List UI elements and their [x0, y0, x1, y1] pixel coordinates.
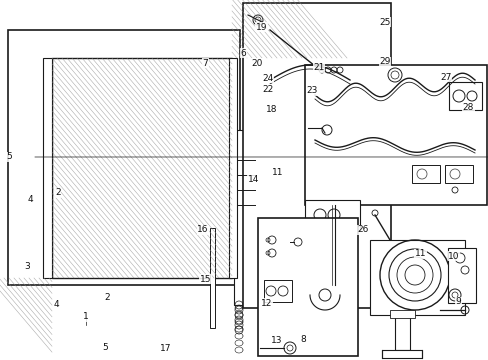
Bar — [389, 310, 414, 318]
Text: 3: 3 — [24, 262, 30, 271]
Text: 28: 28 — [462, 103, 473, 112]
Bar — [354, 68, 386, 98]
Bar — [369, 240, 464, 315]
Text: 17: 17 — [159, 344, 171, 353]
Bar — [228, 58, 237, 278]
Bar — [264, 280, 291, 302]
Text: 9: 9 — [455, 297, 461, 306]
Text: 7: 7 — [202, 59, 208, 68]
Text: 19: 19 — [255, 23, 267, 32]
Text: 11: 11 — [271, 168, 283, 177]
Text: 22: 22 — [262, 85, 273, 94]
Text: 23: 23 — [305, 86, 317, 95]
Text: 25: 25 — [379, 18, 390, 27]
Text: 11: 11 — [414, 249, 426, 258]
Text: 27: 27 — [439, 73, 451, 82]
Bar — [305, 200, 359, 230]
Bar — [444, 165, 472, 183]
Bar — [381, 350, 421, 358]
Text: 20: 20 — [250, 59, 262, 68]
Bar — [209, 228, 215, 328]
Bar — [52, 58, 231, 278]
Text: 2: 2 — [104, 292, 110, 302]
Bar — [258, 218, 357, 356]
Bar — [411, 165, 439, 183]
Bar — [243, 3, 390, 308]
Text: 12: 12 — [260, 299, 272, 307]
Bar — [394, 315, 409, 350]
Bar — [305, 65, 486, 205]
Bar — [447, 248, 475, 303]
Text: 26: 26 — [356, 225, 368, 234]
Text: 5: 5 — [6, 152, 12, 161]
Text: 10: 10 — [447, 252, 459, 261]
Text: 8: 8 — [300, 335, 305, 343]
Text: 16: 16 — [197, 225, 208, 234]
Bar — [448, 82, 481, 110]
Text: 24: 24 — [262, 74, 273, 83]
Text: 4: 4 — [53, 300, 59, 309]
Text: 2: 2 — [55, 188, 61, 197]
Text: 5: 5 — [102, 342, 108, 351]
Text: 1: 1 — [82, 312, 88, 321]
Text: 6: 6 — [240, 49, 246, 58]
Bar — [352, 145, 386, 173]
Text: 15: 15 — [199, 274, 211, 284]
Text: 4: 4 — [27, 195, 33, 204]
Text: 18: 18 — [265, 105, 277, 114]
Bar — [234, 130, 244, 305]
Text: 21: 21 — [312, 63, 324, 72]
Bar — [43, 58, 52, 278]
Bar — [8, 30, 240, 285]
Text: 13: 13 — [270, 336, 282, 345]
Text: 29: 29 — [379, 58, 390, 67]
Text: 14: 14 — [247, 175, 259, 184]
